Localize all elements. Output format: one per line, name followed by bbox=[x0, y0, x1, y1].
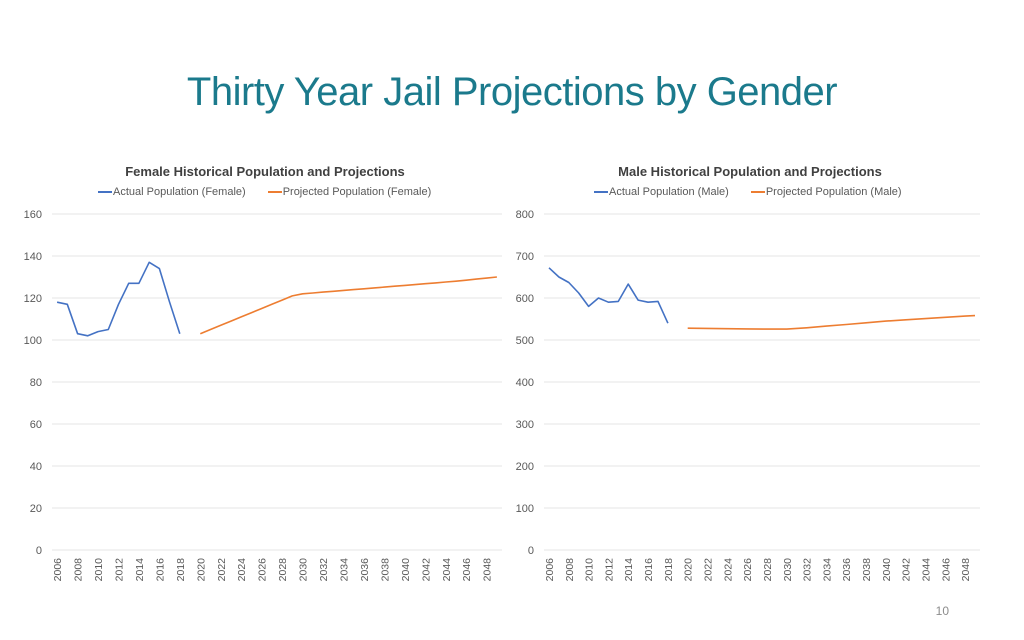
legend-swatch-projected bbox=[750, 191, 765, 193]
male-chart-legend: Actual Population (Male) Projected Popul… bbox=[594, 186, 902, 198]
female-x-tick-label: 2038 bbox=[379, 558, 391, 582]
female-y-tick-label: 140 bbox=[24, 251, 42, 263]
male-x-tick-label: 2030 bbox=[782, 558, 794, 582]
legend-label-male-actual: Actual Population (Male) bbox=[609, 186, 729, 198]
female-x-tick-label: 2046 bbox=[461, 558, 473, 582]
legend-label-female-projected: Projected Population (Female) bbox=[282, 186, 432, 198]
male-y-tick-label: 400 bbox=[516, 377, 534, 389]
female-y-tick-label: 60 bbox=[30, 419, 42, 431]
female-x-tick-label: 2022 bbox=[216, 558, 228, 582]
female-x-tick-label: 2006 bbox=[52, 558, 64, 582]
male-x-tick-label: 2014 bbox=[623, 558, 635, 582]
legend-item-male-projected: Projected Population (Male) bbox=[750, 186, 902, 198]
male-y-tick-label: 700 bbox=[516, 251, 534, 263]
male-x-tick-label: 2028 bbox=[762, 558, 774, 582]
female-chart-title: Female Historical Population and Project… bbox=[125, 164, 405, 179]
male-x-tick-label: 2032 bbox=[802, 558, 814, 582]
female-x-tick-label: 2032 bbox=[318, 558, 330, 582]
male-x-tick-label: 2048 bbox=[960, 558, 972, 582]
male-x-tick-label: 2016 bbox=[643, 558, 655, 582]
male-actual-series-line bbox=[548, 267, 669, 324]
male-y-tick-label: 0 bbox=[528, 545, 534, 557]
male-x-tick-label: 2024 bbox=[722, 558, 734, 582]
male-x-tick-label: 2020 bbox=[683, 558, 695, 582]
legend-swatch-actual bbox=[594, 191, 608, 193]
male-x-tick-label: 2044 bbox=[921, 558, 933, 582]
female-projected-series-line bbox=[199, 276, 497, 335]
female-x-tick-label: 2012 bbox=[113, 558, 125, 582]
legend-swatch-projected bbox=[267, 191, 282, 193]
female-x-tick-label: 2014 bbox=[134, 558, 146, 582]
male-x-tick-label: 2022 bbox=[703, 558, 715, 582]
female-x-tick-label: 2028 bbox=[277, 558, 289, 582]
female-x-tick-label: 2044 bbox=[441, 558, 453, 582]
female-x-tick-label: 2026 bbox=[257, 558, 269, 582]
male-projected-series-line bbox=[687, 314, 976, 330]
male-chart-title: Male Historical Population and Projectio… bbox=[618, 164, 882, 179]
female-x-tick-label: 2034 bbox=[338, 558, 350, 582]
female-x-tick-label: 2024 bbox=[236, 558, 248, 582]
male-x-tick-label: 2042 bbox=[901, 558, 913, 582]
legend-label-female-actual: Actual Population (Female) bbox=[113, 186, 246, 198]
male-x-tick-label: 2036 bbox=[841, 558, 853, 582]
male-y-tick-label: 500 bbox=[516, 335, 534, 347]
female-y-tick-label: 160 bbox=[24, 209, 42, 221]
legend-label-male-projected: Projected Population (Male) bbox=[765, 186, 902, 198]
female-x-tick-label: 2008 bbox=[73, 558, 85, 582]
male-x-tick-label: 2046 bbox=[940, 558, 952, 582]
female-y-tick-label: 40 bbox=[30, 461, 42, 473]
female-x-tick-label: 2018 bbox=[175, 558, 187, 582]
male-y-tick-label: 800 bbox=[516, 209, 534, 221]
female-y-tick-label: 120 bbox=[24, 293, 42, 305]
female-x-tick-label: 2048 bbox=[482, 558, 494, 582]
female-x-tick-label: 2010 bbox=[93, 558, 105, 582]
male-x-tick-label: 2038 bbox=[861, 558, 873, 582]
female-x-tick-label: 2016 bbox=[154, 558, 166, 582]
male-y-tick-label: 600 bbox=[516, 293, 534, 305]
male-x-tick-label: 2040 bbox=[881, 558, 893, 582]
male-x-tick-label: 2034 bbox=[821, 558, 833, 582]
male-y-tick-label: 100 bbox=[516, 503, 534, 515]
male-x-tick-label: 2026 bbox=[742, 558, 754, 582]
female-x-tick-label: 2030 bbox=[298, 558, 310, 582]
female-y-tick-label: 20 bbox=[30, 503, 42, 515]
female-x-tick-label: 2020 bbox=[195, 558, 207, 582]
male-x-tick-label: 2010 bbox=[584, 558, 596, 582]
legend-item-female-actual: Actual Population (Female) bbox=[98, 186, 246, 198]
female-y-tick-label: 0 bbox=[36, 545, 42, 557]
legend-swatch-actual bbox=[98, 191, 112, 193]
male-x-tick-label: 2012 bbox=[603, 558, 615, 582]
slide-title: Thirty Year Jail Projections by Gender bbox=[186, 70, 838, 114]
male-x-tick-label: 2006 bbox=[544, 558, 556, 582]
female-x-tick-label: 2042 bbox=[420, 558, 432, 582]
page-number: 10 bbox=[935, 604, 949, 618]
legend-item-male-actual: Actual Population (Male) bbox=[594, 186, 729, 198]
female-y-tick-label: 80 bbox=[30, 377, 42, 389]
male-x-tick-label: 2018 bbox=[663, 558, 675, 582]
female-actual-series-line bbox=[56, 261, 181, 337]
female-y-tick-label: 100 bbox=[24, 335, 42, 347]
legend-item-female-projected: Projected Population (Female) bbox=[267, 186, 432, 198]
female-chart-legend: Actual Population (Female) Projected Pop… bbox=[98, 186, 431, 198]
male-x-tick-label: 2008 bbox=[564, 558, 576, 582]
female-x-tick-label: 2040 bbox=[400, 558, 412, 582]
female-x-tick-label: 2036 bbox=[359, 558, 371, 582]
male-y-tick-label: 300 bbox=[516, 419, 534, 431]
male-y-tick-label: 200 bbox=[516, 461, 534, 473]
